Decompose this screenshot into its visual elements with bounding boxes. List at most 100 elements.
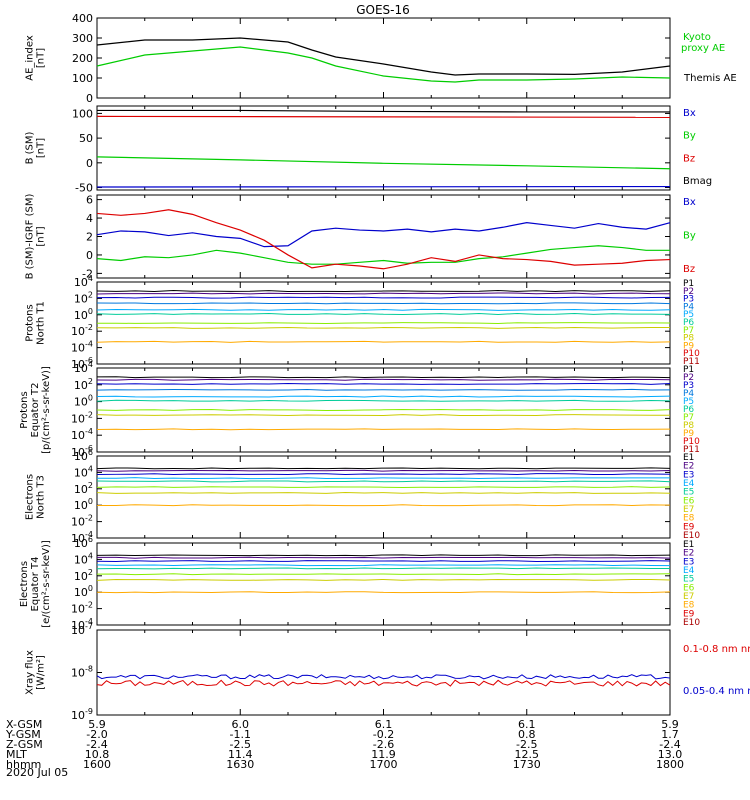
legend-e10: E10: [683, 618, 700, 628]
orbit-value: 5.9: [88, 718, 106, 731]
legend-bmag: Bmag: [683, 176, 712, 187]
y-tick-label: 10-4: [71, 340, 93, 355]
legend-p3: P3: [683, 295, 694, 305]
y-axis-label: Equator T4: [30, 557, 41, 612]
legend-e4: E4: [683, 479, 695, 489]
orbit-value: 13.0: [658, 748, 683, 761]
channel-line-p5: [96, 395, 671, 398]
legend-p1: P1: [683, 279, 694, 289]
legend-e6: E6: [683, 583, 695, 593]
channel-line-e7: [96, 491, 671, 494]
channel-line-e4: [96, 477, 671, 480]
legend-p1: P1: [683, 365, 694, 375]
date-label: 2020 Jul 05: [6, 766, 68, 779]
channel-line-e6: [96, 573, 671, 576]
orbit-value: -1.1: [230, 728, 251, 741]
y-tick-label: 4: [86, 212, 93, 225]
y-tick-label: 10-7: [71, 622, 93, 637]
orbit-value: -2.4: [86, 738, 107, 751]
channel-line-p9: [96, 428, 671, 431]
legend-e1: E1: [683, 453, 694, 463]
legend-p3: P3: [683, 381, 694, 391]
y-axis-label: B (SM)-IGRF (SM): [25, 194, 36, 280]
legend-bx: Bx: [683, 108, 696, 119]
y-tick-label: 100: [74, 584, 93, 599]
y-tick-label: 10-2: [71, 601, 93, 616]
legend-bx: Bx: [683, 197, 696, 208]
y-tick-label: 0: [86, 157, 93, 170]
y-tick-label: 0: [86, 249, 93, 262]
y-tick-label: -50: [75, 182, 93, 195]
series-line-by: [96, 245, 670, 265]
orbit-value: 1700: [370, 758, 398, 771]
channel-line-p8: [96, 326, 671, 329]
legend-p5: P5: [683, 397, 694, 407]
channel-line-e2: [96, 556, 671, 559]
legend-by: By: [683, 131, 696, 142]
channel-line-e4: [96, 564, 671, 567]
y-tick-label: 104: [74, 360, 93, 375]
channel-line-e3: [96, 560, 671, 563]
legend-e2: E2: [683, 549, 694, 559]
y-axis-label: Protons: [25, 304, 36, 341]
legend-p4: P4: [683, 302, 694, 312]
channel-line-p7: [96, 322, 671, 324]
orbit-value: 11.4: [228, 748, 253, 761]
y-tick-label: 10-2: [71, 323, 93, 338]
legend-p6: P6: [683, 405, 694, 415]
channel-line-e5: [96, 567, 671, 570]
legend-e9: E9: [683, 609, 695, 619]
channel-line-p9: [96, 340, 671, 343]
legend-e7: E7: [683, 592, 694, 602]
channel-line-p4: [96, 388, 671, 391]
legend-e5: E5: [683, 575, 694, 585]
panel-frame-xray: [96, 629, 671, 716]
panel-frame-dbq: [96, 194, 671, 279]
legend-e5: E5: [683, 488, 694, 498]
legend-e8: E8: [683, 514, 695, 524]
y-tick-label: 6: [86, 194, 93, 207]
series-line-by: [96, 156, 671, 170]
series-line-themis-ae: [96, 37, 671, 76]
channel-line-p1: [96, 290, 671, 292]
panel-frame-ae: [96, 17, 671, 99]
legend-p7: P7: [683, 326, 694, 336]
legend-e3: E3: [683, 557, 694, 567]
y-tick-label: 102: [74, 481, 93, 496]
y-axis-label: Xray flux: [25, 650, 36, 695]
legend-p7: P7: [683, 413, 694, 423]
legend-p4: P4: [683, 389, 694, 399]
y-tick-label: 0: [86, 92, 93, 105]
legend-xray-0: 0.1-0.8 nm nm: [683, 644, 750, 655]
y-axis-label: [nT]: [36, 138, 47, 158]
xray-series-0: [96, 679, 671, 687]
legend-by: By: [683, 231, 696, 242]
orbit-row-label: MLT: [6, 748, 27, 761]
orbit-value: -0.2: [373, 728, 394, 741]
legend-p2: P2: [683, 287, 694, 297]
legend-p9: P9: [683, 429, 694, 439]
orbit-value: 1.7: [661, 728, 679, 741]
y-tick-label: 106: [74, 448, 93, 463]
legend-p8: P8: [683, 421, 694, 431]
channel-line-e5: [96, 480, 671, 483]
channel-line-p3: [96, 296, 671, 299]
orbit-value: 0.8: [518, 728, 536, 741]
orbit-table: X-GSM 5.9 6.0 6.1 6.1 5.9 Y-GSM -2.0 -1.1 -0.2 0.8…: [5, 718, 684, 771]
orbit-value: 10.8: [85, 748, 110, 761]
channel-line-p8: [96, 414, 671, 417]
y-tick-label: 10-8: [71, 665, 93, 680]
orbit-value: 6.1: [518, 718, 536, 731]
y-tick-label: 2: [86, 231, 93, 244]
legend-xray-1: 0.05-0.4 nm nm: [683, 686, 750, 697]
panel-frame-b: [96, 105, 671, 191]
y-tick-label: 10-4: [71, 530, 93, 545]
y-tick-label: 106: [74, 535, 93, 550]
figure-title: GOES-16: [356, 3, 410, 17]
legend-p8: P8: [683, 334, 694, 344]
channel-line-e1: [96, 554, 671, 557]
y-axis-label: Equator T2: [30, 383, 41, 438]
channel-line-e6: [96, 486, 671, 488]
channel-line-e3: [96, 473, 671, 476]
